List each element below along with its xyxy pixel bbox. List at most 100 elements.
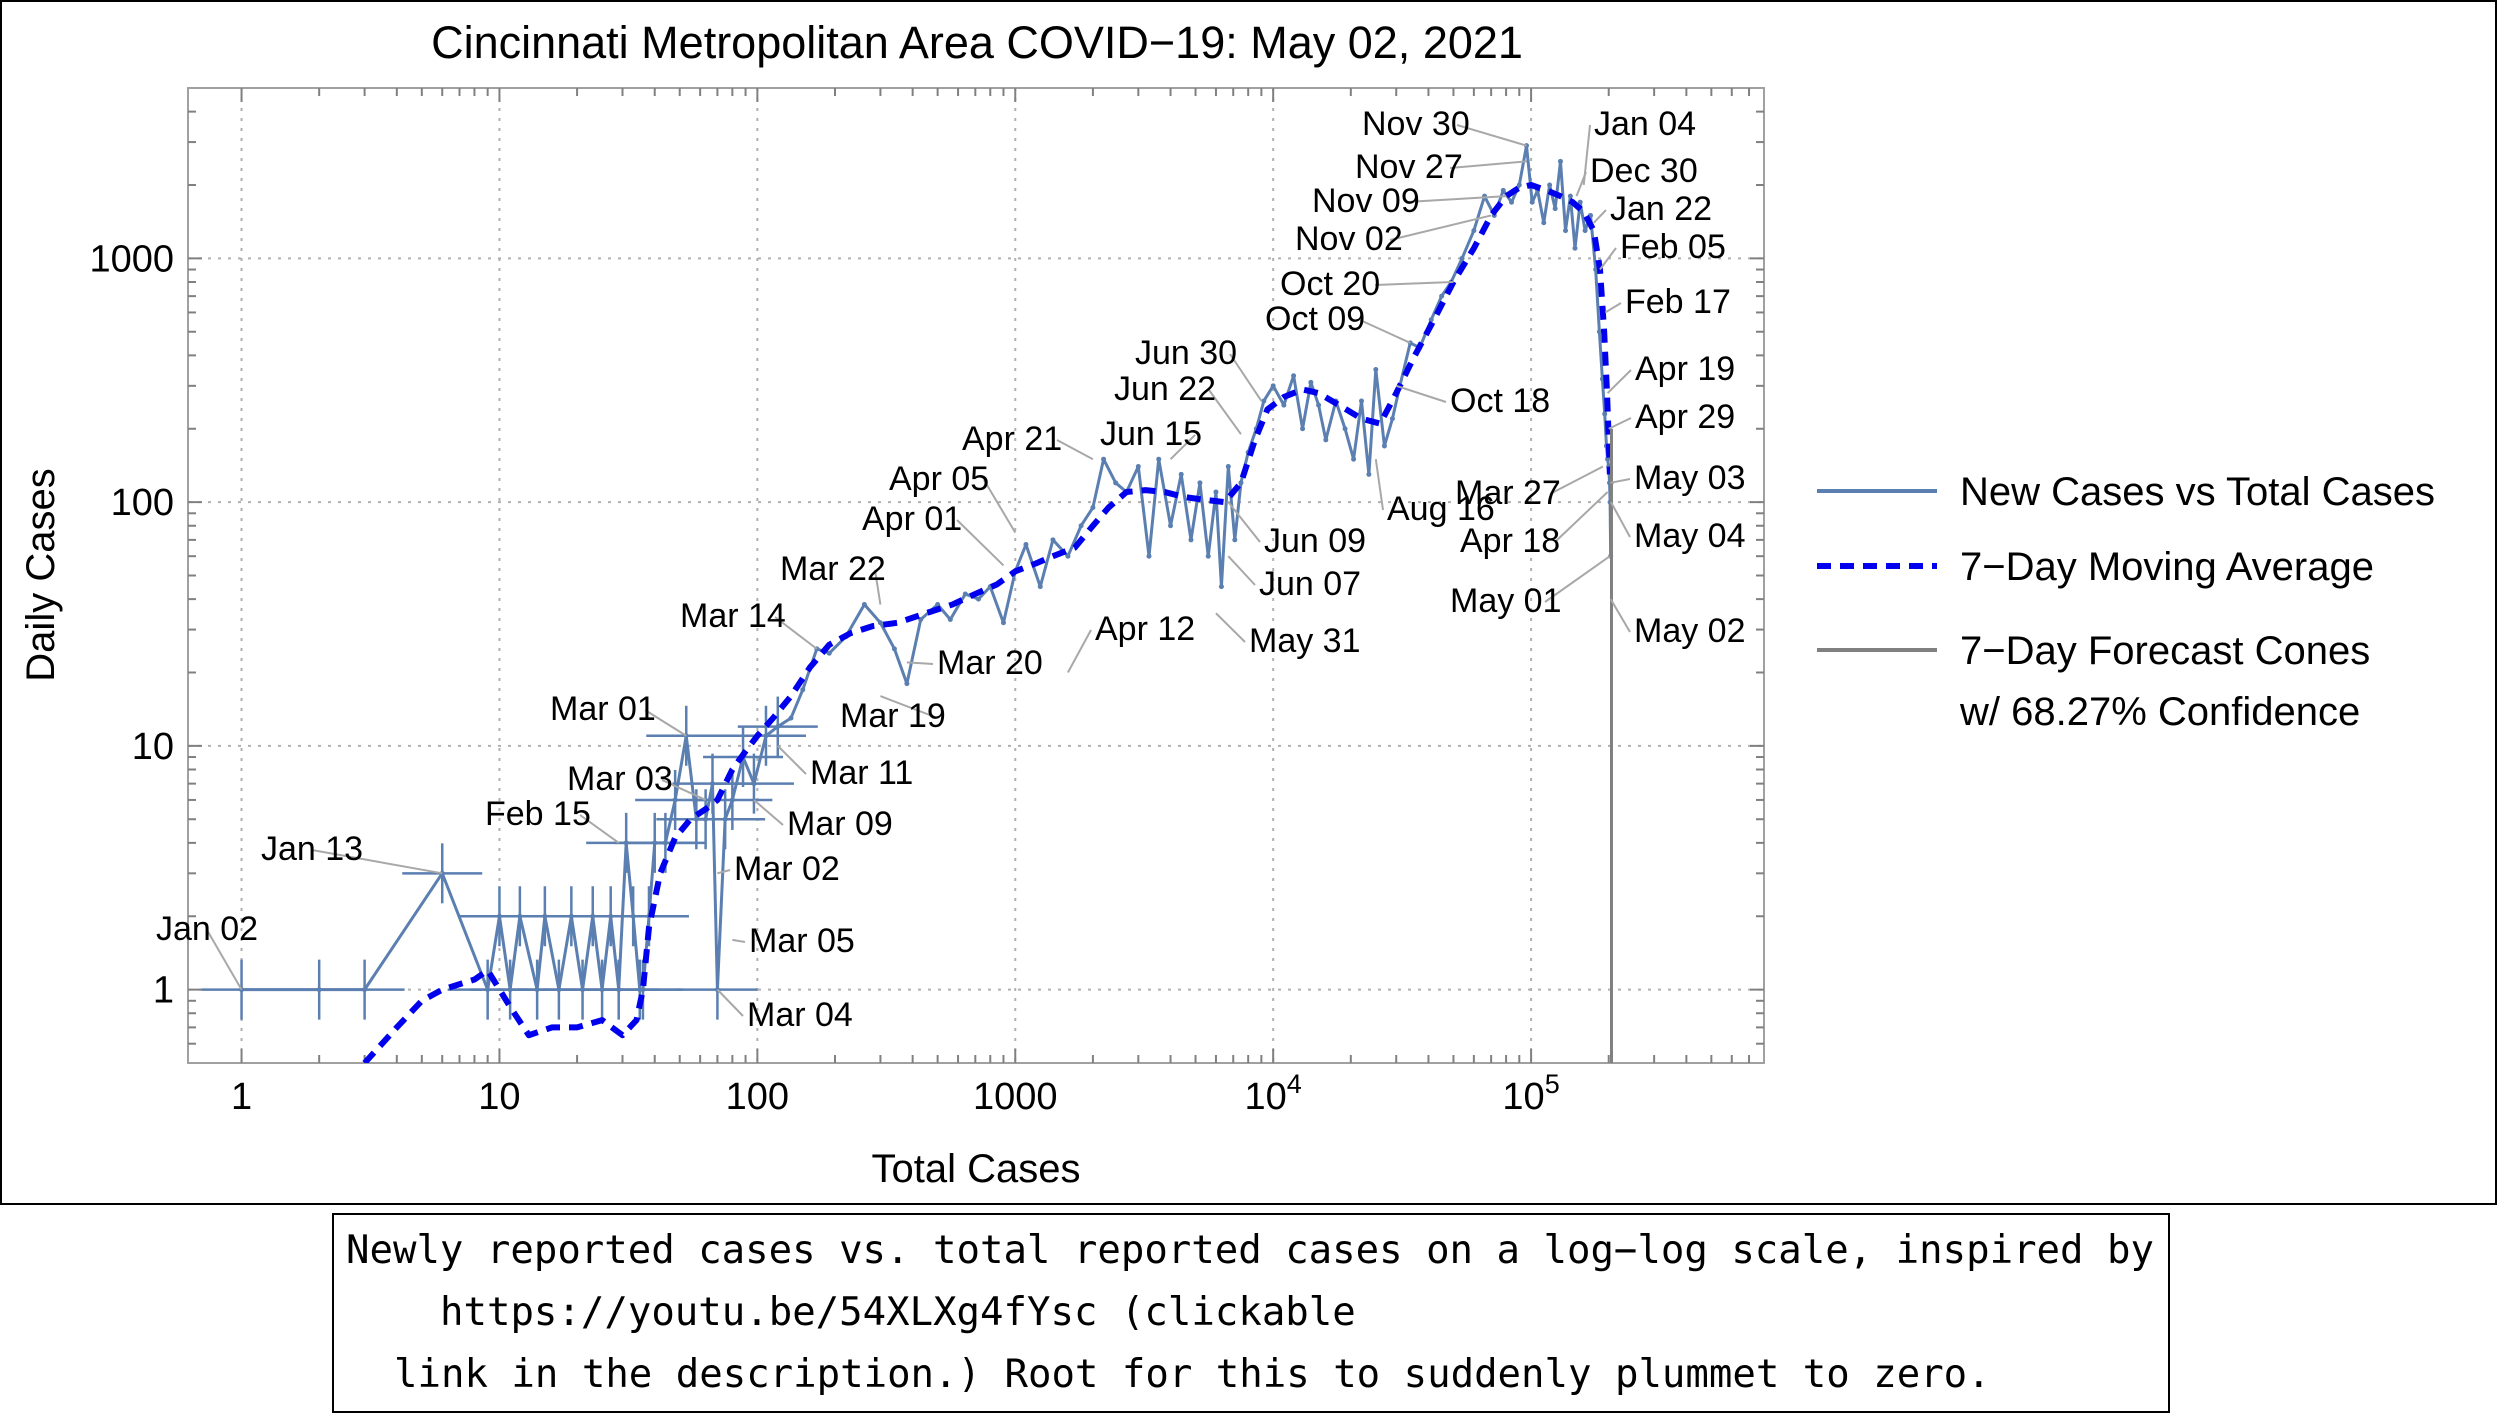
- annotation-leader: [206, 929, 243, 991]
- annotation-leader: [1169, 434, 1196, 460]
- new-cases-point: [1135, 464, 1141, 470]
- new-cases-point: [640, 987, 646, 993]
- new-cases-point: [580, 987, 586, 993]
- annotation-leader: [1374, 280, 1454, 286]
- new-cases-point: [608, 913, 614, 919]
- new-cases-point: [1270, 383, 1276, 389]
- new-cases-point: [722, 816, 728, 822]
- new-cases-point: [1232, 537, 1238, 543]
- annotation-label: Jan 22: [1610, 190, 1712, 228]
- annotation-leader: [1374, 459, 1384, 511]
- annotation-leader: [1599, 247, 1617, 271]
- new-cases-point: [1090, 505, 1096, 511]
- new-cases-point: [1563, 228, 1569, 234]
- annotation-label: Aug 16: [1387, 490, 1495, 528]
- new-cases-point: [710, 781, 716, 787]
- annotation-label: Dec 30: [1590, 152, 1698, 190]
- chart-title: Cincinnati Metropolitan Area COVID−19: M…: [431, 17, 1523, 68]
- annotation-label: Jun 07: [1259, 565, 1361, 603]
- new-cases-point: [861, 602, 867, 608]
- annotation-leader: [1575, 171, 1587, 197]
- new-cases-point: [1366, 471, 1372, 477]
- x-tick-label: 1: [231, 1076, 252, 1118]
- annotation-leader: [1593, 209, 1607, 224]
- new-cases-point: [316, 987, 322, 993]
- annotation-leader: [717, 869, 731, 875]
- new-cases-point: [1552, 206, 1558, 212]
- date-annotations: Jan 02 Jan 13 Feb 15 Mar 01 Mar 03 Mar 02 Mar …: [156, 105, 1746, 1034]
- new-cases-point: [1547, 182, 1553, 188]
- annotation-label: May 01: [1450, 582, 1562, 620]
- y-axis-label: Daily Cases: [19, 468, 63, 681]
- caption-link-suffix: (clickable: [1097, 1290, 1356, 1335]
- new-cases-point: [877, 620, 883, 626]
- new-cases-point: [1000, 620, 1006, 626]
- caption-box: Newly reported cases vs. total reported …: [332, 1213, 2170, 1413]
- annotation-label: Apr 18: [1460, 522, 1560, 560]
- new-cases-point: [1156, 456, 1162, 462]
- new-cases-point: [1541, 220, 1547, 226]
- annotation-label: Mar 27: [1455, 474, 1561, 512]
- annotation-label: Feb 17: [1625, 283, 1731, 321]
- new-cases-point: [800, 687, 806, 693]
- new-cases-point: [1308, 379, 1314, 385]
- legend: New Cases vs Total Cases 7−Day Moving Av…: [1817, 470, 2435, 734]
- new-cases-point: [751, 781, 757, 787]
- new-cases-point: [662, 840, 668, 846]
- new-cases-point: [775, 724, 781, 730]
- new-cases-point: [1113, 480, 1119, 486]
- annotation-leader: [1608, 417, 1632, 430]
- annotation-label: Jun 15: [1100, 415, 1202, 453]
- annotation-leader: [1389, 214, 1492, 241]
- annotation-label: Mar 01: [550, 690, 656, 728]
- new-cases-point: [1238, 480, 1244, 486]
- annotation-leader: [1406, 195, 1507, 203]
- annotation-label: Mar 20: [937, 644, 1043, 682]
- new-cases-point: [1225, 464, 1231, 470]
- annotation-leader: [644, 709, 687, 737]
- annotation-leader: [1554, 491, 1609, 543]
- annotation-label: Jun 09: [1264, 522, 1366, 560]
- annotation-leader: [753, 799, 784, 826]
- caption-line-1: Newly reported cases vs. total reported …: [346, 1228, 2154, 1273]
- new-cases-point: [1602, 411, 1608, 417]
- new-cases-point: [599, 987, 605, 993]
- new-cases-point: [1065, 553, 1071, 559]
- caption-link[interactable]: https://youtu.be/54XLXg4fYsc: [440, 1290, 1098, 1335]
- legend-label-forecast-cones: 7−Day Forecast Cones: [1960, 629, 2370, 673]
- annotation-label: Feb 05: [1620, 228, 1726, 266]
- annotation-label: May 04: [1634, 517, 1746, 555]
- new-cases-point: [1358, 398, 1364, 404]
- axis-ticks: 1 10 100 1000 104 105 1 10 100 1000: [89, 88, 1764, 1118]
- new-cases-point: [1101, 456, 1107, 462]
- new-cases-point: [1439, 293, 1445, 299]
- annotation-leader: [661, 779, 707, 801]
- new-cases-point: [1178, 471, 1184, 477]
- annotation-leader: [880, 695, 936, 718]
- annotation-label: Jan 02: [156, 910, 258, 948]
- new-cases-point: [962, 591, 968, 597]
- annotation-leader: [1215, 612, 1246, 643]
- x-tick-label: 105: [1502, 1069, 1559, 1118]
- annotation-label: Nov 02: [1295, 220, 1403, 258]
- annotation-leader: [774, 616, 818, 650]
- annotation-leader: [777, 745, 807, 775]
- new-cases-point: [517, 913, 523, 919]
- new-cases-point: [693, 816, 699, 822]
- annotation-leader: [1610, 501, 1631, 538]
- new-cases-point: [1188, 537, 1194, 543]
- new-cases-point: [485, 987, 491, 993]
- annotation-leader: [311, 849, 443, 875]
- new-cases-point: [1471, 228, 1477, 234]
- y-tick-label: 100: [111, 482, 174, 524]
- legend-label-moving-average: 7−Day Moving Average: [1960, 545, 2374, 589]
- new-cases-point: [935, 602, 941, 608]
- new-cases-point: [1509, 199, 1515, 205]
- new-cases-point: [891, 646, 897, 652]
- new-cases-point: [904, 681, 910, 687]
- new-cases-point: [1023, 542, 1029, 548]
- annotation-label: Apr 12: [1095, 610, 1195, 648]
- annotation-label: Mar 04: [747, 996, 853, 1034]
- annotation-label: May 31: [1249, 622, 1361, 660]
- annotation-leader: [1227, 555, 1256, 586]
